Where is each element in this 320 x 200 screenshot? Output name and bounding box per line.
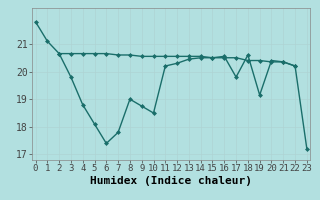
X-axis label: Humidex (Indice chaleur): Humidex (Indice chaleur) — [90, 176, 252, 186]
